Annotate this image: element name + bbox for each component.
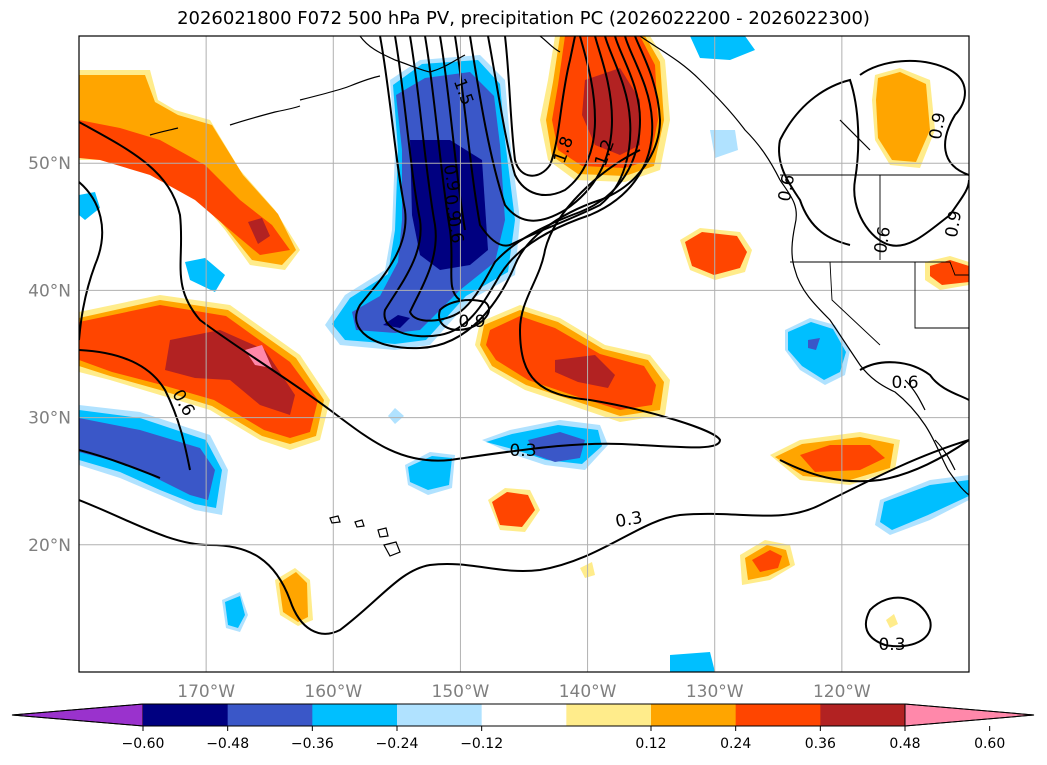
contour-label: 0.6: [443, 215, 467, 245]
colorbar-swatch: [566, 704, 652, 726]
lat-tick-label: 30°N: [28, 409, 71, 429]
precip-anomaly-fill: [79, 36, 969, 672]
colorbar-tick-label: −0.48: [206, 736, 249, 752]
lat-tick-labels: 50°N 40°N 30°N 20°N: [28, 154, 71, 556]
contour-label: 0.9: [942, 209, 966, 239]
contour-label: 0.9: [926, 111, 950, 141]
map-plot-area: 1.51.8 1.20.90.90.60.90.60.60.90.30.30.60…: [79, 36, 969, 672]
plot-frame: [78, 35, 970, 673]
lon-tick-label: 130°W: [686, 682, 744, 702]
contour-label: 0.9: [458, 312, 485, 332]
contour-label: 0.3: [614, 508, 644, 532]
contour-label: 0.9: [439, 163, 463, 193]
chart-title: 2026021800 F072 500 hPa PV, precipitatio…: [177, 8, 870, 29]
contour-labels: 1.51.8 1.20.90.90.60.90.60.60.90.30.30.60…: [168, 76, 967, 655]
contour-label: 0.3: [509, 441, 536, 461]
contour-label: 0.3: [878, 635, 905, 655]
contour-label: 0.6: [775, 173, 799, 203]
lon-tick-labels: 170°W 160°W 150°W 140°W 130°W 120°W: [177, 682, 871, 702]
lon-tick-label: 120°W: [813, 682, 871, 702]
islands: [329, 515, 401, 557]
colorbar-tick-label: 0.24: [720, 736, 751, 752]
colorbar-swatch: [820, 704, 906, 726]
map-grid: [79, 36, 969, 672]
colorbar-extend-low: [11, 703, 144, 727]
colorbar-swatch: [735, 704, 821, 726]
lon-tick-label: 160°W: [304, 682, 362, 702]
contour-label: 0.6: [871, 225, 895, 255]
contour-label: 0.9: [440, 193, 464, 223]
colorbar-swatch: [481, 704, 567, 726]
lat-tick-label: 20°N: [28, 536, 71, 556]
colorbar-tick-label: 0.60: [974, 736, 1005, 752]
colorbar-tick-label: −0.24: [376, 736, 419, 752]
lat-tick-label: 40°N: [28, 281, 71, 301]
colorbar-tick-label: −0.60: [122, 736, 165, 752]
coastlines: [149, 36, 969, 496]
colorbar-swatch: [397, 704, 483, 726]
lon-tick-label: 140°W: [559, 682, 617, 702]
colorbar-tick-label: 0.48: [889, 736, 920, 752]
colorbar: −0.60 −0.48 −0.36 −0.24 −0.12 0.12 0.24 0.36 0.4…: [11, 703, 1035, 752]
lon-tick-label: 170°W: [177, 682, 235, 702]
pv-contours: [79, 36, 969, 648]
colorbar-swatch: [227, 704, 313, 726]
colorbar-tick-label: −0.36: [291, 736, 334, 752]
lat-tick-label: 50°N: [28, 154, 71, 174]
lon-tick-label: 150°W: [432, 682, 490, 702]
political-borders: [780, 174, 969, 346]
colorbar-tick-label: −0.12: [460, 736, 503, 752]
contour-label: 0.6: [891, 373, 918, 393]
colorbar-swatch: [312, 704, 398, 726]
colorbar-swatch: [143, 704, 229, 726]
colorbar-tick-label: 0.12: [635, 736, 666, 752]
colorbar-swatch: [651, 704, 737, 726]
colorbar-extend-high: [904, 703, 1035, 727]
colorbar-tick-label: 0.36: [805, 736, 836, 752]
